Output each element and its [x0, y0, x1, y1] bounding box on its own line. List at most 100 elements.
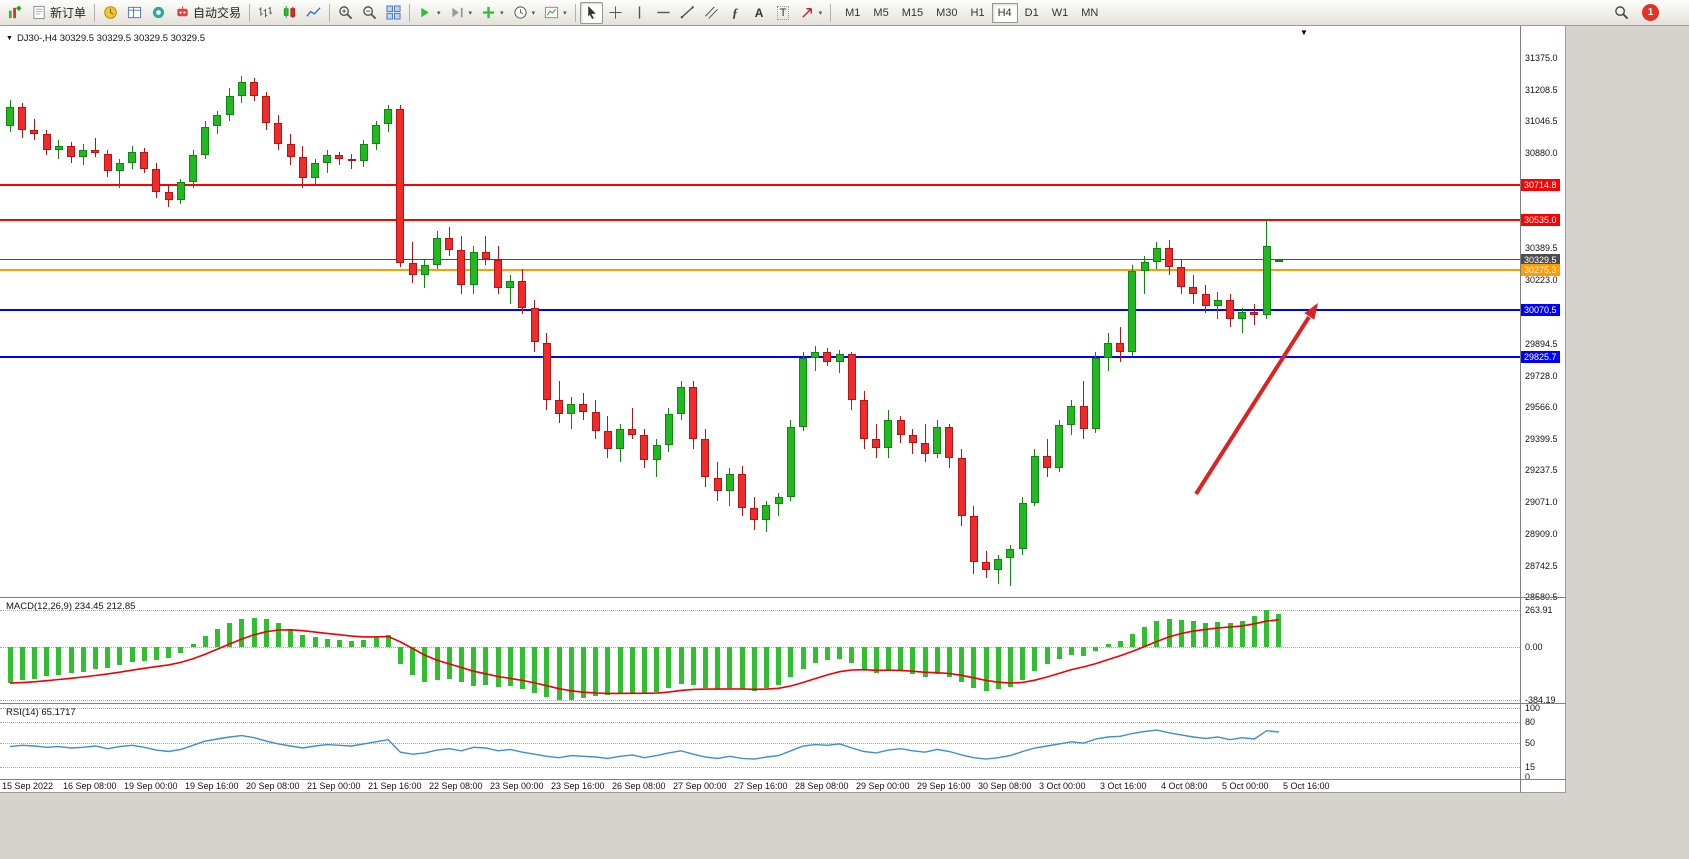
zoom-out-button[interactable]: [358, 2, 381, 24]
trendline-icon: [680, 5, 695, 20]
zoom-in-button[interactable]: [334, 2, 357, 24]
macd-histogram-bar: [507, 647, 513, 686]
candle-down: [103, 153, 112, 171]
timeframe-button-h4[interactable]: H4: [991, 2, 1018, 23]
price-level-badge: 30070.5: [1521, 303, 1560, 316]
label-tool-button[interactable]: T: [772, 2, 795, 24]
macd-histogram-bar: [178, 647, 184, 653]
price-level-badge: 30275.3: [1521, 264, 1560, 277]
candle-down: [872, 438, 881, 449]
candle-down: [896, 419, 905, 435]
timeframe-button-m15[interactable]: M15: [896, 3, 929, 23]
macd-histogram-bar: [922, 647, 928, 677]
notification-badge[interactable]: 1: [1642, 4, 1659, 21]
price-level-line: [0, 308, 1520, 311]
price-tick-label: 29071.0: [1525, 497, 1558, 508]
macd-histogram-bar: [68, 647, 74, 674]
periods-button[interactable]: ▾: [509, 2, 540, 24]
panel-separator[interactable]: [0, 597, 1566, 598]
price-tick-label: 31375.0: [1525, 53, 1558, 63]
macd-histogram-bar: [751, 647, 757, 691]
macd-indicator-label: MACD(12,26,9) 234.45 212.85: [6, 601, 136, 612]
text-tool-button[interactable]: A: [748, 2, 771, 24]
price-tick-label: 29728.0: [1525, 370, 1558, 381]
macd-histogram-bar: [1032, 647, 1038, 672]
fibonacci-tool-button[interactable]: ƒ: [724, 2, 747, 24]
arrows-tool-button[interactable]: ▾: [796, 2, 827, 24]
candle-up: [1091, 357, 1100, 430]
macd-histogram-bar: [776, 647, 782, 686]
time-axis-label: 23 Sep 00:00: [490, 781, 544, 791]
bar-chart-type-button[interactable]: [254, 2, 277, 24]
macd-histogram-bar: [800, 647, 806, 669]
crosshair-tool-button[interactable]: [604, 2, 627, 24]
timeframe-button-m1[interactable]: M1: [839, 3, 866, 23]
macd-histogram-bar: [153, 647, 159, 660]
candle-up: [54, 145, 63, 150]
toolbar: 新订单 自动交易 ▾ ▾ ▾ ▾ ▾ ƒ A T ▾ M1 M5 M15 M30 H1 H…: [0, 0, 1689, 26]
macd-histogram-bar: [837, 647, 843, 659]
timeframe-button-m30[interactable]: M30: [930, 3, 963, 23]
candlestick-type-button[interactable]: [278, 2, 301, 24]
macd-histogram-bar: [458, 647, 464, 682]
profiles-icon: [103, 5, 118, 20]
trendline-tool-button[interactable]: [676, 2, 699, 24]
cursor-tool-button[interactable]: [579, 1, 603, 24]
price-level-line: [0, 259, 1520, 261]
line-chart-type-button[interactable]: [302, 2, 325, 24]
macd-histogram-bar: [763, 647, 769, 688]
toolbar-separator: [574, 3, 576, 22]
timeframe-button-mn[interactable]: MN: [1075, 3, 1104, 23]
price-tick-label: 30389.5: [1525, 243, 1558, 254]
channel-icon: [704, 5, 719, 20]
new-order-button[interactable]: 新订单: [28, 2, 90, 24]
panel-separator[interactable]: [0, 703, 1566, 704]
chart-plot-area[interactable]: 31375.0 31208.5 31046.5 30880.0 30389.5 30223…: [0, 26, 1566, 793]
candle-up: [189, 155, 197, 183]
data-window-button[interactable]: [147, 2, 170, 24]
market-watch-button[interactable]: [123, 2, 146, 24]
horizontal-line-tool-button[interactable]: [652, 2, 675, 24]
price-tick-label: 30880.0: [1525, 148, 1558, 159]
timeframe-button-m5[interactable]: M5: [867, 3, 894, 23]
zoom-in-icon: [338, 5, 353, 20]
macd-histogram-bar: [1276, 614, 1282, 647]
auto-trading-button[interactable]: 自动交易: [171, 2, 245, 24]
crosshair-icon: [608, 5, 623, 20]
macd-histogram-bar: [1251, 615, 1257, 647]
timeframe-button-d1[interactable]: D1: [1019, 3, 1045, 23]
macd-histogram-bar: [1007, 647, 1013, 687]
candle-up: [1018, 502, 1027, 549]
chart-shift-marker-icon[interactable]: ▼: [1300, 28, 1308, 37]
tile-windows-button[interactable]: [382, 2, 405, 24]
new-chart-button[interactable]: [4, 2, 27, 24]
timeframe-button-h1[interactable]: H1: [965, 3, 991, 23]
auto-scroll-icon: [418, 5, 433, 20]
candle-up: [359, 143, 368, 162]
candle-down: [689, 386, 698, 439]
search-button[interactable]: [1610, 2, 1633, 24]
macd-histogram-bar: [715, 647, 721, 690]
channel-tool-button[interactable]: [700, 2, 723, 24]
candle-up: [1067, 406, 1076, 426]
macd-histogram-bar: [1142, 626, 1148, 647]
chart-menu-arrow-icon[interactable]: ▼: [6, 35, 13, 42]
profiles-button[interactable]: [99, 2, 122, 24]
templates-button[interactable]: ▾: [540, 2, 571, 24]
candle-down: [631, 408, 633, 439]
indicators-button[interactable]: ▾: [477, 2, 508, 24]
auto-scroll-button[interactable]: ▾: [414, 2, 445, 24]
chart-shift-icon: [450, 5, 465, 20]
candle-up: [1262, 246, 1271, 316]
timeframe-button-w1[interactable]: W1: [1046, 3, 1075, 23]
candle-up: [1055, 425, 1064, 468]
chart-shift-button[interactable]: ▾: [446, 2, 477, 24]
candle-down: [579, 404, 588, 412]
macd-histogram-bar: [227, 623, 233, 647]
vertical-line-tool-button[interactable]: [628, 2, 651, 24]
time-axis-label: 21 Sep 00:00: [307, 781, 361, 791]
price-tick-label: 31208.5: [1525, 85, 1558, 96]
rsi-tick-label: 15: [1525, 761, 1536, 772]
cursor-icon: [584, 5, 599, 20]
candle-up: [225, 95, 234, 115]
